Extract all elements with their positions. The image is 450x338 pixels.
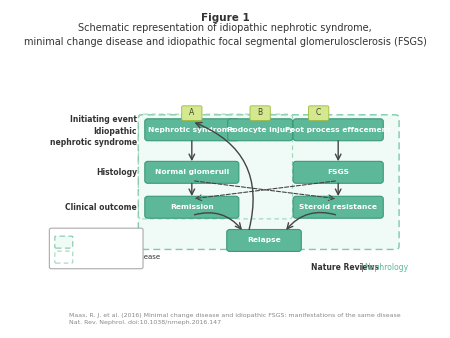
Text: Maas, R. J. et al. (2016) Minimal change disease and idiopathic FSGS: manifestat: Maas, R. J. et al. (2016) Minimal change… <box>69 313 400 325</box>
Text: Relapse: Relapse <box>247 238 281 243</box>
FancyBboxPatch shape <box>250 106 270 120</box>
FancyBboxPatch shape <box>50 228 143 269</box>
Text: Normal glomeruli: Normal glomeruli <box>155 169 229 175</box>
FancyBboxPatch shape <box>55 236 73 248</box>
Text: Histology: Histology <box>96 168 137 177</box>
Text: Podocyte injury: Podocyte injury <box>227 127 293 133</box>
Text: Idiopathic FSGS: Idiopathic FSGS <box>76 239 130 245</box>
FancyBboxPatch shape <box>293 119 383 141</box>
FancyBboxPatch shape <box>55 251 73 263</box>
Text: Figure 1: Figure 1 <box>201 13 249 23</box>
Text: Nephrology: Nephrology <box>365 263 409 271</box>
FancyBboxPatch shape <box>182 106 202 120</box>
Text: Initiating event: Initiating event <box>70 115 137 124</box>
Text: C: C <box>316 108 321 117</box>
Text: B: B <box>257 108 263 117</box>
Text: |: | <box>361 263 366 271</box>
FancyBboxPatch shape <box>145 119 239 141</box>
Text: Idiopathic
nephrotic syndrome: Idiopathic nephrotic syndrome <box>50 127 137 147</box>
Text: A: A <box>189 108 194 117</box>
Text: Remission: Remission <box>170 204 214 210</box>
Text: Nature Reviews: Nature Reviews <box>311 263 379 271</box>
FancyBboxPatch shape <box>309 106 329 120</box>
FancyBboxPatch shape <box>145 196 239 218</box>
Text: FSGS: FSGS <box>327 169 349 175</box>
FancyBboxPatch shape <box>227 230 302 251</box>
FancyBboxPatch shape <box>138 115 399 249</box>
Text: Minimal change disease: Minimal change disease <box>76 254 160 260</box>
Text: Steroid resistance: Steroid resistance <box>299 204 377 210</box>
FancyBboxPatch shape <box>228 119 292 141</box>
Text: Foot process effacement: Foot process effacement <box>285 127 391 133</box>
FancyBboxPatch shape <box>145 161 239 183</box>
Text: Clinical outcome: Clinical outcome <box>65 203 137 212</box>
FancyBboxPatch shape <box>293 196 383 218</box>
FancyBboxPatch shape <box>293 161 383 183</box>
Text: Schematic representation of idiopathic nephrotic syndrome,
minimal change diseas: Schematic representation of idiopathic n… <box>23 23 427 47</box>
Text: Nephrotic syndrome: Nephrotic syndrome <box>148 127 235 133</box>
